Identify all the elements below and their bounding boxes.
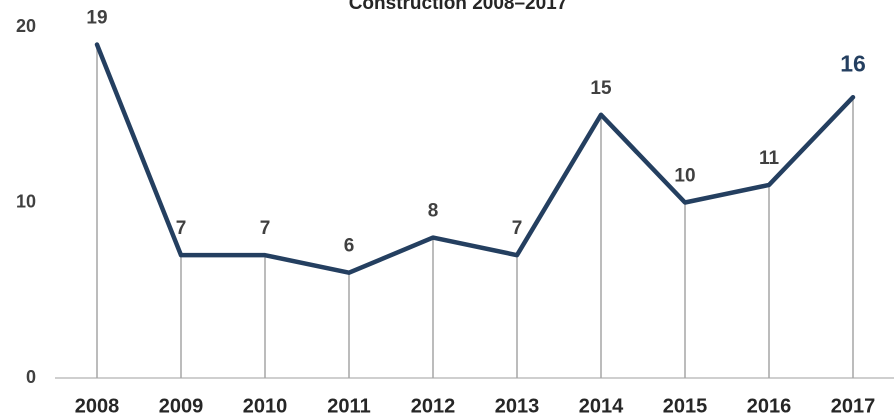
- x-tick-label: 2012: [411, 395, 456, 417]
- y-tick-label: 20: [16, 16, 36, 36]
- data-label: 7: [512, 218, 523, 239]
- data-label: 19: [86, 8, 107, 29]
- data-label: 15: [590, 78, 612, 99]
- data-label: 7: [176, 218, 187, 239]
- x-tick-label: 2013: [495, 395, 540, 417]
- chart-title: Construction 2008–2017: [349, 0, 568, 14]
- data-line: [94, 42, 856, 275]
- x-tick-label: 2011: [327, 395, 370, 417]
- data-label: 6: [344, 236, 355, 257]
- y-tick-label: 0: [26, 367, 36, 387]
- data-label: 11: [759, 148, 780, 169]
- x-tick-label: 2010: [243, 395, 288, 417]
- x-tick-label: 2008: [75, 395, 120, 417]
- x-tick-label: 2017: [831, 395, 876, 417]
- x-tick-label: 2016: [747, 395, 792, 417]
- y-tick-label: 10: [16, 191, 36, 211]
- x-tick-label: 2014: [579, 395, 624, 417]
- data-label: 7: [260, 218, 271, 239]
- data-label: 8: [428, 201, 439, 222]
- data-label: 10: [674, 166, 695, 187]
- data-label: 16: [840, 50, 866, 76]
- x-tick-label: 2015: [663, 395, 708, 417]
- x-tick-label: 2009: [159, 395, 204, 417]
